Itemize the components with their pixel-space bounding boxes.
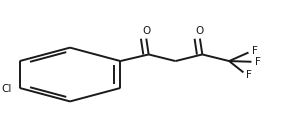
- Text: F: F: [252, 46, 258, 56]
- Text: O: O: [142, 26, 150, 35]
- Text: Cl: Cl: [1, 84, 11, 94]
- Text: O: O: [196, 26, 204, 35]
- Text: F: F: [255, 57, 261, 67]
- Text: F: F: [246, 70, 252, 80]
